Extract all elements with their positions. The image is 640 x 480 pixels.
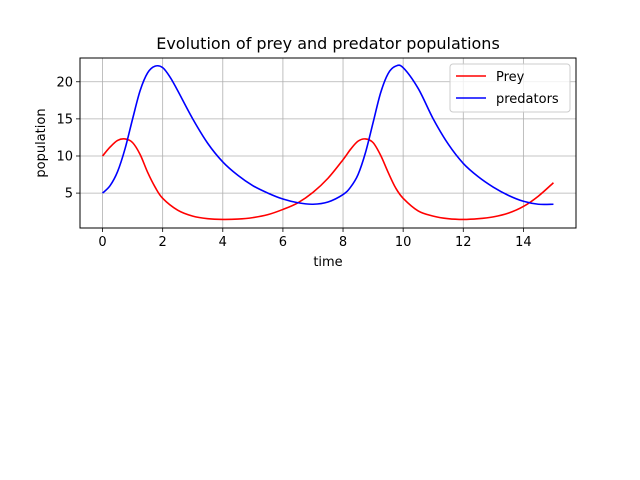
chart-title: Evolution of prey and predator populatio… xyxy=(156,34,500,53)
x-tick-label: 4 xyxy=(219,235,227,250)
x-tick-label: 12 xyxy=(455,235,472,250)
legend-label-prey: Prey xyxy=(496,70,525,85)
x-tick-label: 10 xyxy=(395,235,412,250)
x-tick-label: 8 xyxy=(339,235,347,250)
y-axis-label: population xyxy=(34,108,49,177)
y-tick-label: 20 xyxy=(56,75,73,90)
x-axis-label: time xyxy=(313,255,342,270)
x-tick-label: 0 xyxy=(98,235,106,250)
x-tick-label: 2 xyxy=(159,235,167,250)
ticks: 0 2 4 6 8 10 12 14 5 10 15 20 xyxy=(56,75,531,250)
y-tick-label: 5 xyxy=(65,187,73,202)
series-line-prey xyxy=(101,138,554,221)
y-tick-label: 15 xyxy=(56,112,73,127)
plot-frame xyxy=(79,57,577,229)
series-group xyxy=(101,64,554,221)
x-tick-label: 14 xyxy=(515,235,532,250)
y-tick-label: 10 xyxy=(56,149,73,164)
grid xyxy=(80,58,576,228)
legend: Prey predators xyxy=(449,63,571,113)
series-line-predators xyxy=(101,64,554,206)
x-tick-label: 6 xyxy=(279,235,287,250)
legend-label-predators: predators xyxy=(496,92,559,107)
